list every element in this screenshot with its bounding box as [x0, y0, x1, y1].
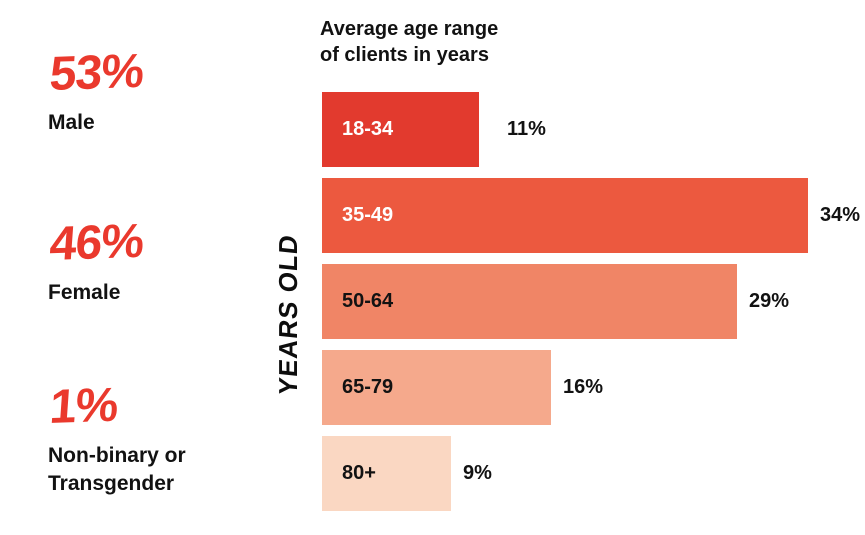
bar-value-80-plus: 9% — [463, 462, 492, 484]
bar-row-65-79: 65-79 16% — [322, 350, 860, 425]
gender-percent-female: 46% — [47, 214, 146, 271]
bar-18-34: 18-34 — [322, 92, 479, 167]
bar-row-18-34: 18-34 11% — [322, 92, 860, 167]
bar-value-35-49: 34% — [820, 204, 861, 226]
bar-row-35-49: 35-49 34% — [322, 178, 860, 253]
gender-label-male: Male — [48, 111, 95, 135]
chart-title: Average age range of clients in years — [320, 18, 499, 66]
y-axis-label: YEARS OLD — [273, 160, 303, 470]
bar-value-50-64: 29% — [749, 290, 790, 312]
bar-row-50-64: 50-64 29% — [322, 264, 860, 339]
bar-35-49: 35-49 — [322, 178, 808, 253]
bar-80-plus: 80+ — [322, 436, 451, 511]
gender-stat-nonbinary: 1% Non-binary or Transgender — [47, 378, 218, 497]
gender-label-nonbinary: Non-binary or Transgender — [48, 444, 186, 495]
bar-value-65-79: 16% — [563, 376, 604, 398]
bar-row-80-plus: 80+ 9% — [322, 436, 860, 511]
gender-percent-nonbinary: 1% — [47, 378, 120, 434]
bar-value-18-34: 11% — [507, 118, 546, 140]
y-axis-label-text: YEARS OLD — [273, 233, 303, 397]
bar-50-64: 50-64 — [322, 264, 737, 339]
gender-percent-male: 53% — [47, 44, 146, 101]
bar-65-79: 65-79 — [322, 350, 551, 425]
gender-stat-male: 53% Male — [48, 45, 145, 137]
gender-label-female: Female — [48, 281, 121, 305]
gender-stat-female: 46% Female — [48, 215, 145, 307]
age-bar-chart: 18-34 11% 35-49 34% 50-64 29% 65-79 16% … — [322, 92, 860, 511]
